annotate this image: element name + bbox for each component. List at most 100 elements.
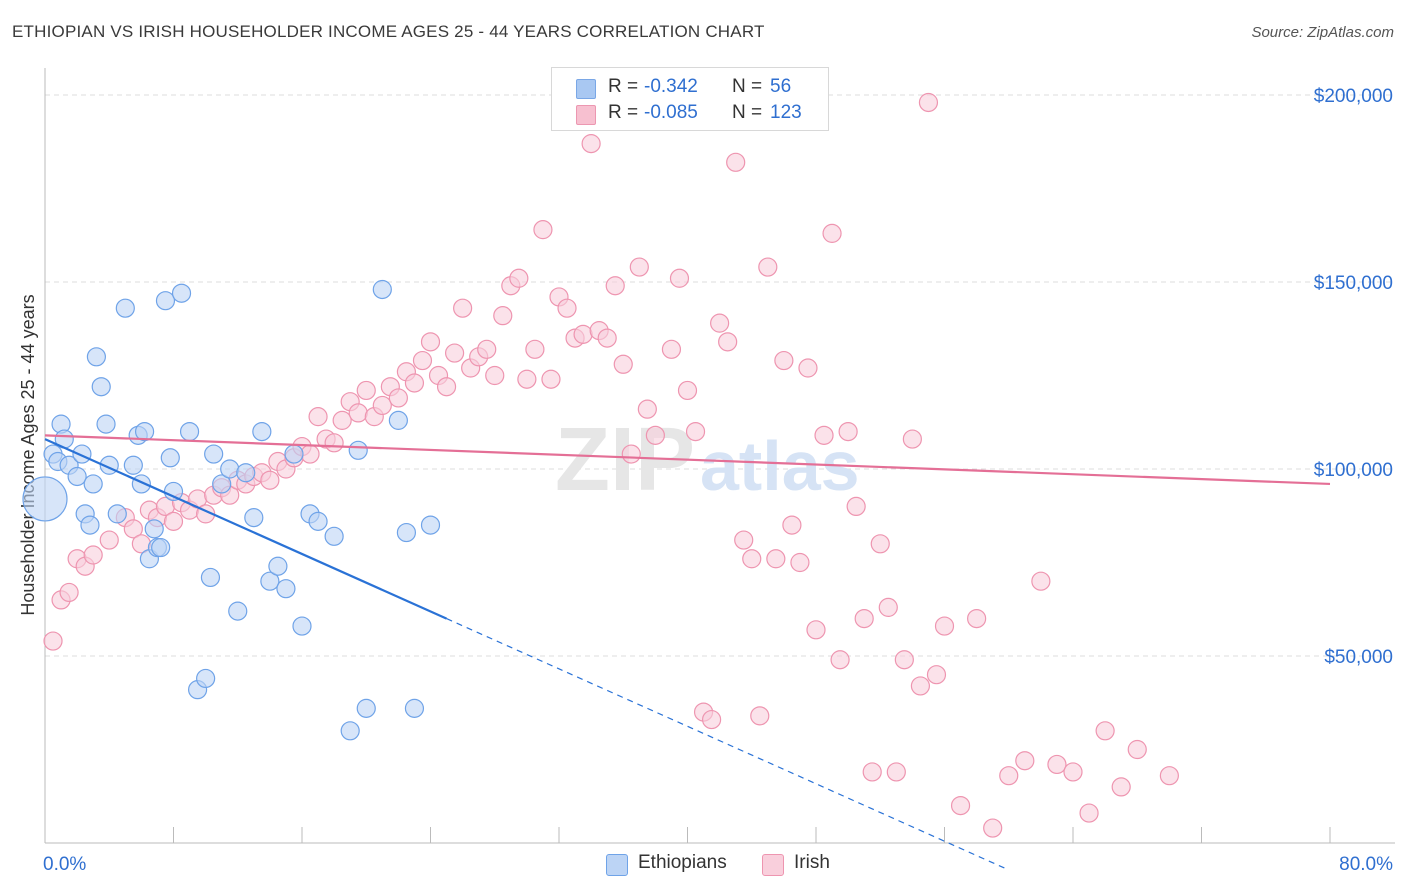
bottom-legend-swatch-irish xyxy=(762,854,784,876)
irish-point xyxy=(300,444,320,464)
irish-point xyxy=(581,134,601,154)
irish-point xyxy=(388,388,408,408)
ethiopian-point xyxy=(308,511,328,531)
irish-point xyxy=(846,496,866,516)
irish-point xyxy=(420,332,441,352)
chart-title: ETHIOPIAN VS IRISH HOUSEHOLDER INCOME AG… xyxy=(12,22,765,41)
irish-point xyxy=(1095,721,1115,741)
irish-point xyxy=(838,422,858,442)
irish-point xyxy=(806,620,826,640)
bottom-legend-label-irish: Irish xyxy=(794,852,830,873)
irish-point xyxy=(918,92,939,113)
irish-point xyxy=(661,339,682,359)
irish-point xyxy=(830,650,850,670)
ethiopian-point xyxy=(340,721,360,741)
ethiopian-point xyxy=(404,698,425,718)
ethiopian-point xyxy=(276,579,296,599)
stats-legend: R = -0.342 N = 56 R = -0.085 N = 123 xyxy=(551,67,829,131)
irish-point xyxy=(782,515,802,535)
irish-point xyxy=(517,369,537,389)
irish-point xyxy=(533,220,553,240)
legend-n-label: N = xyxy=(732,76,763,97)
ethiopian-point xyxy=(284,444,304,464)
ethiopian-point xyxy=(123,455,143,475)
irish-point xyxy=(894,650,914,670)
ethiopian-point xyxy=(268,556,288,576)
ethiopians-trend-extension xyxy=(446,618,1009,871)
irish-point xyxy=(372,395,392,416)
ethiopian-point xyxy=(244,508,264,528)
irish-point xyxy=(43,631,63,651)
irish-point xyxy=(123,519,143,539)
irish-point xyxy=(934,616,955,636)
irish-point xyxy=(332,410,352,430)
irish-point xyxy=(1079,803,1099,823)
ethiopian-point xyxy=(196,668,216,689)
ethiopian-point xyxy=(67,466,87,487)
irish-point xyxy=(926,665,947,685)
ethiopian-point xyxy=(160,448,180,468)
irish-point xyxy=(1159,766,1179,786)
irish-point xyxy=(444,343,465,363)
ethiopian-point xyxy=(228,601,248,621)
irish-point xyxy=(766,549,786,569)
irish-point xyxy=(645,425,665,445)
ethiopian-point xyxy=(83,474,103,494)
ethiopian-point xyxy=(163,481,184,502)
ethiopian-point xyxy=(396,522,417,543)
ethiopian-point xyxy=(91,377,111,397)
ethiopian-point xyxy=(252,422,272,442)
ethiopian-point xyxy=(86,347,107,367)
ethiopian-point xyxy=(372,279,392,300)
irish-point xyxy=(822,223,842,243)
irish-point xyxy=(541,369,561,389)
irish-point xyxy=(557,298,577,318)
legend-swatch-ethiopians xyxy=(576,79,596,99)
irish-point xyxy=(324,433,344,453)
legend-swatch-irish xyxy=(576,105,596,125)
irish-point xyxy=(758,257,778,277)
irish-point xyxy=(99,530,119,550)
irish-point xyxy=(669,268,690,288)
irish-point xyxy=(163,511,184,531)
ethiopian-point xyxy=(260,571,280,591)
x-tick-label: 80.0% xyxy=(1339,854,1393,875)
irish-point xyxy=(910,676,931,696)
irish-point xyxy=(308,407,328,427)
irish-point xyxy=(477,339,497,359)
legend-r-label: R = xyxy=(608,76,639,97)
irish-point xyxy=(613,354,633,374)
irish-point xyxy=(983,818,1003,838)
irish-point xyxy=(870,534,890,554)
legend-n-label: N = xyxy=(732,102,763,123)
irish-point xyxy=(260,470,280,490)
legend-n-value: 123 xyxy=(770,102,802,123)
ethiopian-point xyxy=(155,291,176,311)
irish-point xyxy=(685,422,706,442)
irish-point xyxy=(1063,762,1083,782)
irish-point xyxy=(790,552,810,573)
irish-point xyxy=(348,403,368,423)
irish-point xyxy=(525,339,545,359)
y-axis-label: Householder Income Ages 25 - 44 years xyxy=(18,294,38,615)
irish-point xyxy=(718,332,738,352)
legend-r-label: R = xyxy=(608,102,639,123)
irish-point xyxy=(356,380,376,401)
ethiopian-point xyxy=(72,444,92,464)
ethiopian-point xyxy=(179,422,200,442)
irish-point xyxy=(573,324,593,344)
ethiopian-point xyxy=(96,414,116,434)
legend-r-value: -0.342 xyxy=(644,76,698,97)
irish-point xyxy=(597,328,617,348)
irish-point xyxy=(734,530,754,550)
irish-point xyxy=(629,257,649,277)
ethiopian-point xyxy=(420,515,441,535)
irish-point xyxy=(999,766,1019,786)
bottom-legend-label-ethiopians: Ethiopians xyxy=(638,852,727,873)
irish-point xyxy=(742,549,762,569)
irish-point xyxy=(967,608,987,629)
irish-point xyxy=(59,582,79,603)
ethiopian-point xyxy=(200,567,221,588)
irish-point xyxy=(854,608,874,629)
x-tick-label: 0.0% xyxy=(43,854,86,875)
